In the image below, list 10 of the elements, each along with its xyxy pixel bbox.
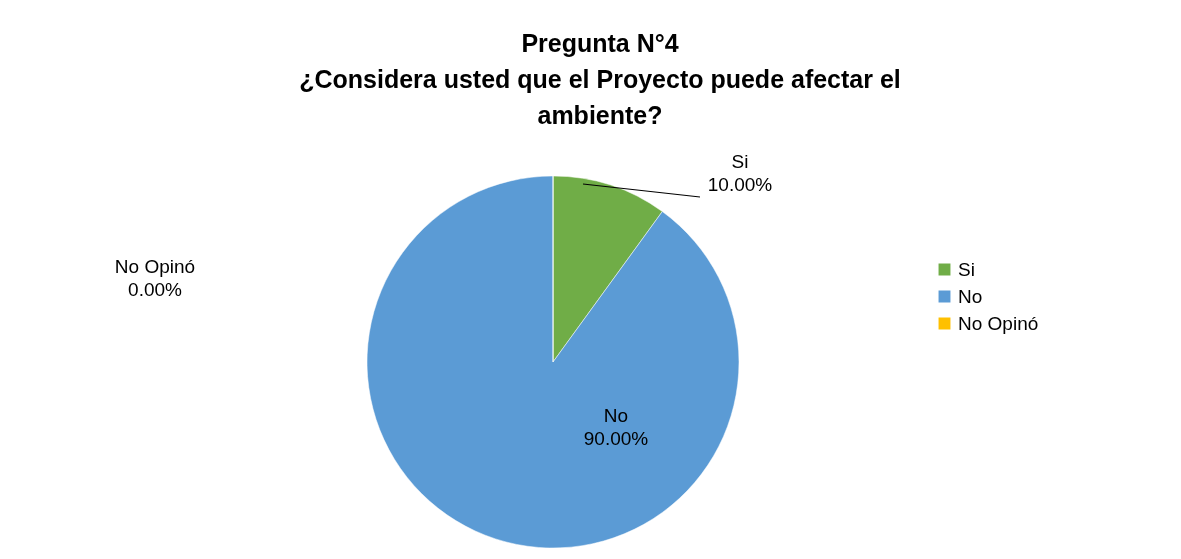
legend-label: No xyxy=(958,285,983,307)
legend-label: No Opinó xyxy=(958,312,1039,334)
slice-label: Si xyxy=(731,151,749,172)
text: 0.00% xyxy=(128,279,182,300)
slice-label: No xyxy=(603,405,629,426)
data-label: 10.00% xyxy=(707,174,773,195)
chart-title: Pregunta N°4 ¿Considera usted que el Proyecto puede afectar el ambiente? xyxy=(299,29,901,129)
legend-label: Si xyxy=(958,258,975,280)
category-label: No Opinó xyxy=(114,256,196,277)
data-label: 90.00% xyxy=(583,428,649,449)
